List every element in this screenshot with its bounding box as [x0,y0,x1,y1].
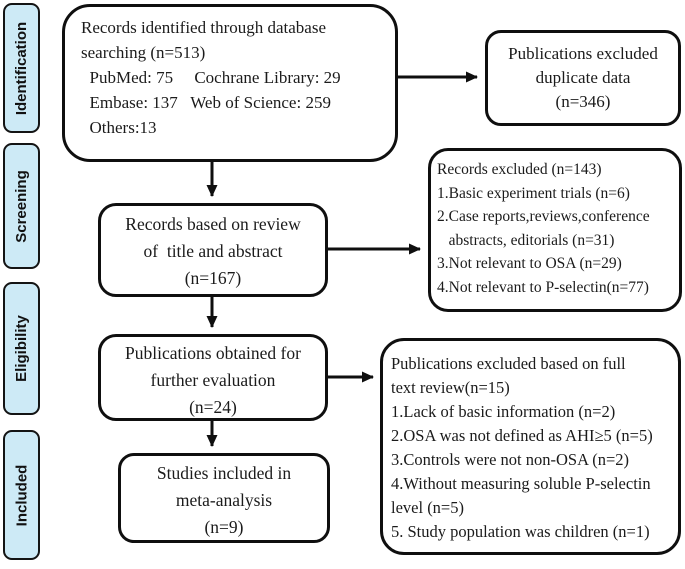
box-records-excluded-line: 1.Basic experiment trials (n=6) [437,184,630,202]
box-fulltext-excluded-line: 4.Without measuring soluble P-selectin [391,474,651,493]
stage-screening-label: Screening [13,169,30,243]
box-records-excluded-line: 3.Not relevant to OSA (n=29) [437,255,622,272]
box-further-evaluation-line: Publications obtained for [125,343,301,363]
box-records-identified-line: Embase: 137 Web of Science: 259 [81,93,331,112]
box-duplicates-line: Publications excluded [508,44,658,63]
box-further-evaluation: Publications obtained for further evalua… [98,334,328,421]
box-fulltext-excluded-line: 3.Controls were not non-OSA (n=2) [391,450,629,469]
stage-identification-label: Identification [13,21,30,115]
stage-eligibility: Eligibility [3,282,40,415]
box-further-evaluation-line: further evaluation [150,370,276,390]
box-included-studies-line: (n=9) [204,517,244,537]
stage-identification: Identification [3,3,40,133]
box-title-abstract-line: (n=167) [184,268,242,288]
stage-included-label: Included [13,464,31,526]
box-fulltext-excluded-line: level (n=5) [391,498,464,517]
box-duplicates-excluded: Publications excluded duplicate data (n=… [485,30,681,126]
box-fulltext-excluded-line: Publications excluded based on full [391,354,626,373]
stage-screening: Screening [3,143,40,269]
box-records-identified-line: searching (n=513) [81,43,206,62]
box-duplicates-line: duplicate data [535,68,631,87]
box-fulltext-excluded-line: 2.OSA was not defined as AHI≥5 (n=5) [391,426,653,445]
box-records-excluded-line: Records excluded (n=143) [437,161,602,178]
box-fulltext-excluded: Publications excluded based on full text… [380,338,681,555]
box-records-identified-line: Records identified through database [81,18,327,37]
box-records-excluded: Records excluded (n=143) 1.Basic experim… [428,148,682,312]
box-fulltext-excluded-line: text review(n=15) [391,378,510,397]
box-records-excluded-line: 2.Case reports,reviews,conference [437,208,650,225]
box-title-abstract-line: Records based on review [125,214,301,234]
box-records-excluded-line: abstracts, editorials (n=31) [437,231,615,249]
box-records-excluded-line: 4.Not relevant to P-selectin(n=77) [437,278,649,296]
box-included-studies: Studies included in meta-analysis (n=9) [118,453,330,543]
box-fulltext-excluded-line: 5. Study population was children (n=1) [391,522,650,541]
box-records-identified-line: Others:13 [81,118,157,137]
stage-included: Included [3,430,40,560]
box-records-identified-line: PubMed: 75 Cochrane Library: 29 [81,68,341,87]
stage-eligibility-label: Eligibility [13,315,30,382]
box-title-abstract-review: Records based on review of title and abs… [98,203,328,297]
box-included-studies-line: meta-analysis [175,490,273,510]
box-duplicates-line: (n=346) [555,92,611,111]
box-fulltext-excluded-line: 1.Lack of basic information (n=2) [391,402,616,421]
box-records-identified: Records identified through database sear… [62,4,398,162]
box-title-abstract-line: of title and abstract [143,241,283,261]
box-further-evaluation-line: (n=24) [189,397,237,417]
box-included-studies-line: Studies included in [156,463,292,483]
